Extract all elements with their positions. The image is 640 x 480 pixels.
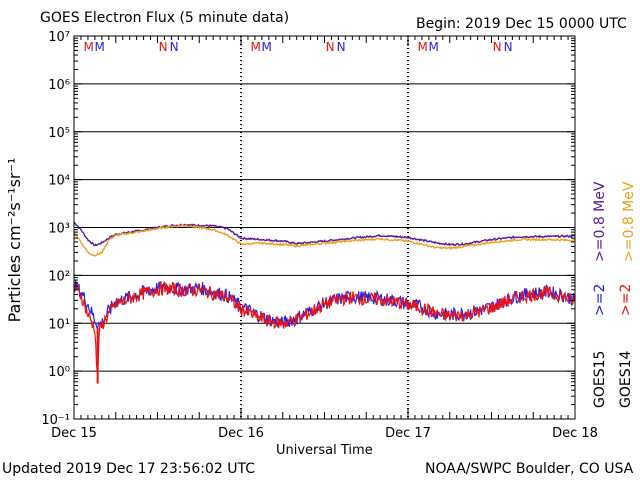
x-tick-label: Dec 18 bbox=[552, 426, 598, 441]
x-tick-label: Dec 17 bbox=[385, 426, 431, 441]
credit-text: NOAA/SWPC Boulder, CO USA bbox=[425, 461, 634, 477]
chart-ticks: 10⁻¹ 10⁰ 10¹ 10² 10³ 10⁴ 10⁵ 10⁶ 10⁷ Dec 15 Dec 16… bbox=[5, 30, 598, 441]
updated-timestamp: Updated 2019 Dec 17 23:56:02 UTC bbox=[2, 461, 256, 477]
y-tick-label: 10¹ bbox=[48, 317, 70, 332]
x-tick-label: Dec 16 bbox=[218, 426, 264, 441]
legend-goes14-08mev: >=0.8 MeV bbox=[621, 181, 637, 262]
marker-letter: N bbox=[326, 40, 335, 54]
marker-letter: N bbox=[504, 40, 513, 54]
marker-letter: N bbox=[159, 40, 168, 54]
series-line-goes14_2 bbox=[73, 280, 576, 374]
y-tick-label: 10³ bbox=[48, 222, 70, 237]
marker-letter: M bbox=[261, 40, 271, 54]
chart-legend: >=0.8 MeV >=0.8 MeV >=2 >=2 GOES14 GOES15 bbox=[592, 181, 637, 408]
y-tick-label: 10⁻¹ bbox=[41, 413, 70, 428]
y-tick-label: 10⁰ bbox=[48, 365, 70, 380]
x-axis-label: Universal Time bbox=[276, 443, 373, 458]
marker-letter: N bbox=[493, 40, 502, 54]
legend-goes15-08mev: >=0.8 MeV bbox=[592, 181, 608, 262]
y-tick-label: 10⁶ bbox=[48, 78, 70, 93]
marker-letter: M bbox=[417, 40, 427, 54]
marker-letter: M bbox=[250, 40, 260, 54]
begin-date: Begin: 2019 Dec 15 0000 UTC bbox=[416, 16, 627, 32]
chart-title: GOES Electron Flux (5 minute data) bbox=[40, 10, 290, 26]
legend-goes14: GOES14 bbox=[618, 350, 634, 408]
y-tick-label: 10⁷ bbox=[48, 30, 70, 45]
chart-grid bbox=[74, 36, 575, 419]
marker-letter: N bbox=[337, 40, 346, 54]
marker-letter: M bbox=[94, 40, 104, 54]
chart-series bbox=[73, 221, 576, 384]
legend-goes14-2mev: >=2 bbox=[618, 284, 634, 316]
y-tick-label: 10⁴ bbox=[48, 174, 70, 189]
series-line-goes14_08 bbox=[73, 224, 576, 257]
marker-letter: N bbox=[170, 40, 179, 54]
y-tick-label: 10⁵ bbox=[48, 126, 70, 141]
x-tick-label: Dec 15 bbox=[51, 426, 97, 441]
marker-letter: M bbox=[83, 40, 93, 54]
legend-goes15-2mev: >=2 bbox=[592, 284, 608, 316]
y-tick-label: 10² bbox=[48, 269, 70, 284]
marker-letter: M bbox=[428, 40, 438, 54]
y-axis-label: Particles cm⁻²s⁻¹sr⁻¹ bbox=[5, 158, 24, 323]
legend-goes15: GOES15 bbox=[592, 351, 608, 408]
